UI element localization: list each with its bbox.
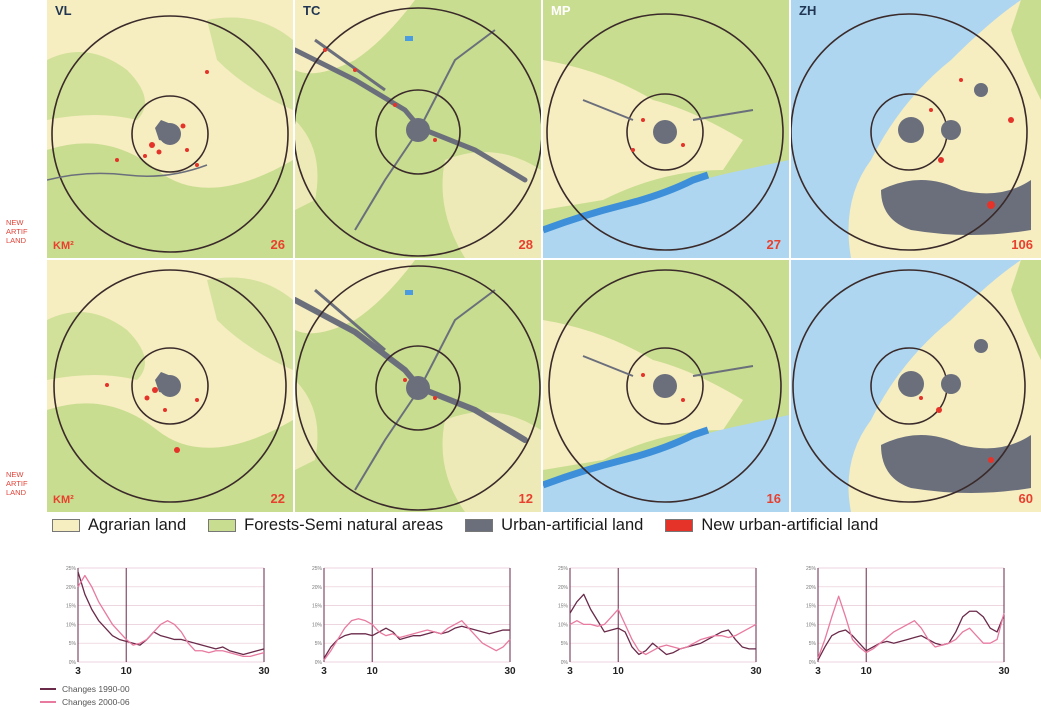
series-line — [817, 595, 1005, 659]
map-mp-2000: 16 — [543, 260, 789, 512]
legend-label: Urban-artificial land — [501, 515, 644, 534]
legend-swatch — [465, 518, 494, 532]
change-chart-vl: 25% 20% 15% 10% 5% 0% 3 10 30 — [60, 562, 270, 680]
map-zh-1990: ZH 106 — [791, 0, 1041, 258]
legend-item-new-urban: New urban-artificial land — [665, 516, 878, 535]
x-tick-label: 30 — [258, 666, 270, 677]
y-tick-label: 0% — [561, 660, 569, 666]
y-tick-label: 15% — [312, 604, 323, 610]
y-tick-label: 0% — [809, 660, 817, 666]
area-value: 106 — [1011, 237, 1033, 252]
area-value: 26 — [270, 237, 285, 252]
x-tick-label: 30 — [750, 666, 762, 677]
unit-label: KM² — [53, 240, 74, 252]
legend-item-agrarian: Agrarian land — [52, 516, 186, 535]
x-tick-label: 10 — [613, 666, 625, 677]
series-line — [77, 571, 265, 656]
area-value: 22 — [270, 491, 285, 506]
series-line — [323, 625, 510, 659]
area-value: 27 — [766, 237, 781, 252]
legend-label: Forests-Semi natural areas — [244, 515, 444, 534]
y-tick-label: 20% — [66, 585, 77, 591]
series-legend-label: Changes 2000-06 — [62, 697, 130, 707]
series-line-swatch — [40, 688, 56, 690]
map-tc-1990: TC 28 — [295, 0, 541, 258]
y-tick-label: 5% — [561, 641, 569, 647]
map-zh-2000: 60 — [791, 260, 1041, 512]
legend-swatch — [665, 518, 694, 532]
area-value: 16 — [766, 491, 781, 506]
x-tick-label: 30 — [998, 666, 1010, 677]
chart-svg: 25% 20% 15% 10% 5% 0%3 10 30 — [312, 566, 516, 677]
series-line-swatch — [40, 701, 56, 703]
y-tick-label: 15% — [66, 604, 77, 610]
series-line — [817, 610, 1005, 661]
x-tick-label: 30 — [504, 666, 516, 677]
y-tick-label: 0% — [315, 660, 323, 666]
map-vl-2000: KM² 22 — [47, 260, 293, 512]
y-tick-label: 10% — [558, 622, 569, 628]
map-code-label: TC — [303, 3, 321, 18]
series-line — [569, 593, 756, 656]
map-mp-1990: MP 27 — [543, 0, 789, 258]
y-tick-label: 20% — [806, 585, 817, 591]
legend-label: New urban-artificial land — [701, 515, 879, 534]
series-line — [77, 574, 265, 658]
chart-svg: 25% 20% 15% 10% 5% 0%3 10 30 — [558, 566, 762, 677]
side-label-row2: NEW ARTIF LAND — [6, 470, 28, 497]
y-tick-label: 15% — [806, 604, 817, 610]
y-tick-label: 0% — [69, 660, 77, 666]
map-code-label: MP — [551, 3, 571, 18]
area-value: 60 — [1018, 491, 1033, 506]
legend-item-urban: Urban-artificial land — [465, 516, 643, 535]
area-value: 28 — [518, 237, 533, 252]
x-tick-label: 3 — [815, 666, 821, 677]
x-tick-label: 3 — [75, 666, 81, 677]
y-tick-label: 20% — [558, 585, 569, 591]
area-value: 12 — [518, 491, 533, 506]
change-chart-tc: 25% 20% 15% 10% 5% 0% 3 10 30 — [306, 562, 516, 680]
series-legend-label: Changes 1990-00 — [62, 684, 130, 694]
x-tick-label: 10 — [121, 666, 133, 677]
y-tick-label: 10% — [66, 622, 77, 628]
map-tc-2000: 12 — [295, 260, 541, 512]
legend-label: Agrarian land — [88, 515, 187, 534]
y-tick-label: 5% — [315, 641, 323, 647]
y-tick-label: 25% — [312, 566, 323, 572]
y-tick-label: 5% — [69, 641, 77, 647]
unit-label: KM² — [53, 494, 74, 506]
series-legend-2000: Changes 2000-06 — [40, 697, 130, 707]
chart-svg: 25% 20% 15% 10% 5% 0%3 10 30 — [66, 566, 270, 677]
y-tick-label: 15% — [558, 604, 569, 610]
legend-item-forests: Forests-Semi natural areas — [208, 516, 443, 535]
map-code-label: ZH — [799, 3, 817, 18]
y-tick-label: 25% — [806, 566, 817, 572]
y-tick-label: 10% — [312, 622, 323, 628]
series-line — [323, 618, 511, 661]
x-tick-label: 3 — [321, 666, 327, 677]
side-label-row1: NEW ARTIF LAND — [6, 218, 28, 245]
land-use-legend: Agrarian land Forests-Semi natural areas… — [52, 514, 1032, 536]
y-tick-label: 10% — [806, 622, 817, 628]
change-chart-mp: 25% 20% 15% 10% 5% 0% 3 10 30 — [552, 562, 762, 680]
map-vl-1990: VL KM² 26 — [47, 0, 293, 258]
change-chart-zh: 25% 20% 15% 10% 5% 0% 3 10 30 — [800, 562, 1010, 680]
map-code-label: VL — [55, 3, 72, 18]
series-legend-1990: Changes 1990-00 — [40, 684, 130, 694]
y-tick-label: 25% — [558, 566, 569, 572]
y-tick-label: 5% — [809, 641, 817, 647]
y-tick-label: 20% — [312, 585, 323, 591]
y-tick-label: 25% — [66, 566, 77, 572]
x-tick-label: 3 — [567, 666, 573, 677]
legend-swatch — [52, 518, 80, 532]
x-tick-label: 10 — [861, 666, 873, 677]
chart-svg: 25% 20% 15% 10% 5% 0%3 10 30 — [806, 566, 1010, 677]
legend-swatch — [208, 518, 237, 532]
series-line — [569, 608, 757, 656]
x-tick-label: 10 — [367, 666, 379, 677]
